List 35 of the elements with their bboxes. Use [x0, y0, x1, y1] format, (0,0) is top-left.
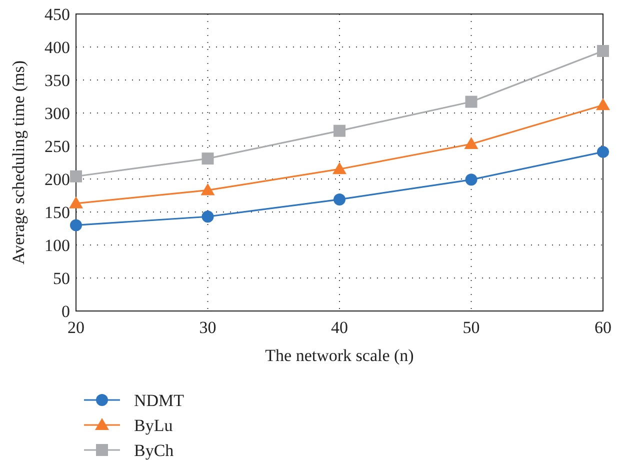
point: [332, 162, 346, 174]
y-tick-label: 450: [44, 4, 70, 24]
y-tick-label: 250: [44, 136, 70, 156]
point: [465, 174, 478, 186]
point: [202, 210, 214, 223]
x-tick-label: 20: [68, 318, 84, 337]
point: [334, 124, 346, 137]
point: [465, 96, 478, 108]
y-tick-label: 400: [44, 38, 70, 57]
point: [597, 146, 609, 158]
point: [70, 219, 82, 232]
y-axis-title: Average scheduling time (ms): [9, 60, 28, 265]
x-tick-label: 40: [331, 318, 348, 337]
legend-label: ByCh: [134, 440, 174, 460]
y-tick-label: 350: [44, 70, 70, 90]
legend-label: NDMT: [134, 390, 185, 410]
point: [70, 170, 82, 182]
y-tick-label: 150: [44, 202, 70, 222]
y-tick-label: 50: [53, 268, 70, 288]
point: [69, 196, 83, 208]
point: [202, 152, 214, 165]
x-tick-label: 60: [594, 318, 612, 337]
point: [597, 44, 609, 57]
x-axis-title: The network scale (n): [265, 346, 414, 365]
point: [596, 98, 610, 110]
point: [334, 193, 346, 206]
x-tick-label: 50: [462, 318, 480, 337]
y-tick-label: 200: [44, 170, 70, 189]
x-tick-label: 30: [199, 318, 216, 337]
y-tick-label: 300: [44, 104, 70, 123]
y-tick-label: 100: [44, 236, 70, 255]
point: [200, 183, 215, 196]
y-tick-label: 0: [62, 302, 70, 321]
point: [464, 137, 478, 150]
legend-label: ByLu: [134, 416, 174, 435]
